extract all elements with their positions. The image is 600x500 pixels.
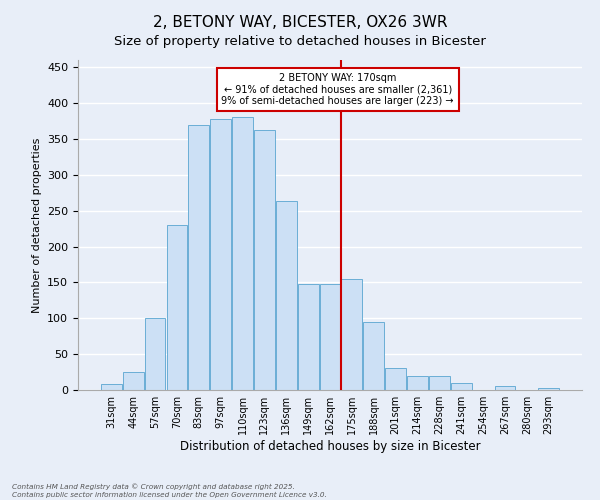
Text: Size of property relative to detached houses in Bicester: Size of property relative to detached ho…: [114, 35, 486, 48]
Y-axis label: Number of detached properties: Number of detached properties: [32, 138, 41, 312]
Bar: [232, 118, 253, 390]
Bar: [364, 322, 384, 390]
Bar: [341, 279, 362, 390]
Bar: [188, 124, 209, 390]
Bar: [385, 368, 406, 390]
Bar: [429, 376, 450, 390]
Bar: [101, 384, 122, 390]
Bar: [407, 376, 428, 390]
Bar: [145, 318, 166, 390]
Bar: [451, 383, 472, 390]
X-axis label: Distribution of detached houses by size in Bicester: Distribution of detached houses by size …: [179, 440, 481, 453]
Bar: [298, 284, 319, 390]
Text: 2 BETONY WAY: 170sqm
← 91% of detached houses are smaller (2,361)
9% of semi-det: 2 BETONY WAY: 170sqm ← 91% of detached h…: [221, 73, 454, 106]
Text: Contains HM Land Registry data © Crown copyright and database right 2025.
Contai: Contains HM Land Registry data © Crown c…: [12, 484, 327, 498]
Bar: [123, 372, 143, 390]
Bar: [254, 130, 275, 390]
Bar: [276, 202, 296, 390]
Bar: [494, 386, 515, 390]
Bar: [210, 119, 231, 390]
Bar: [320, 284, 340, 390]
Bar: [538, 388, 559, 390]
Bar: [167, 225, 187, 390]
Text: 2, BETONY WAY, BICESTER, OX26 3WR: 2, BETONY WAY, BICESTER, OX26 3WR: [153, 15, 447, 30]
